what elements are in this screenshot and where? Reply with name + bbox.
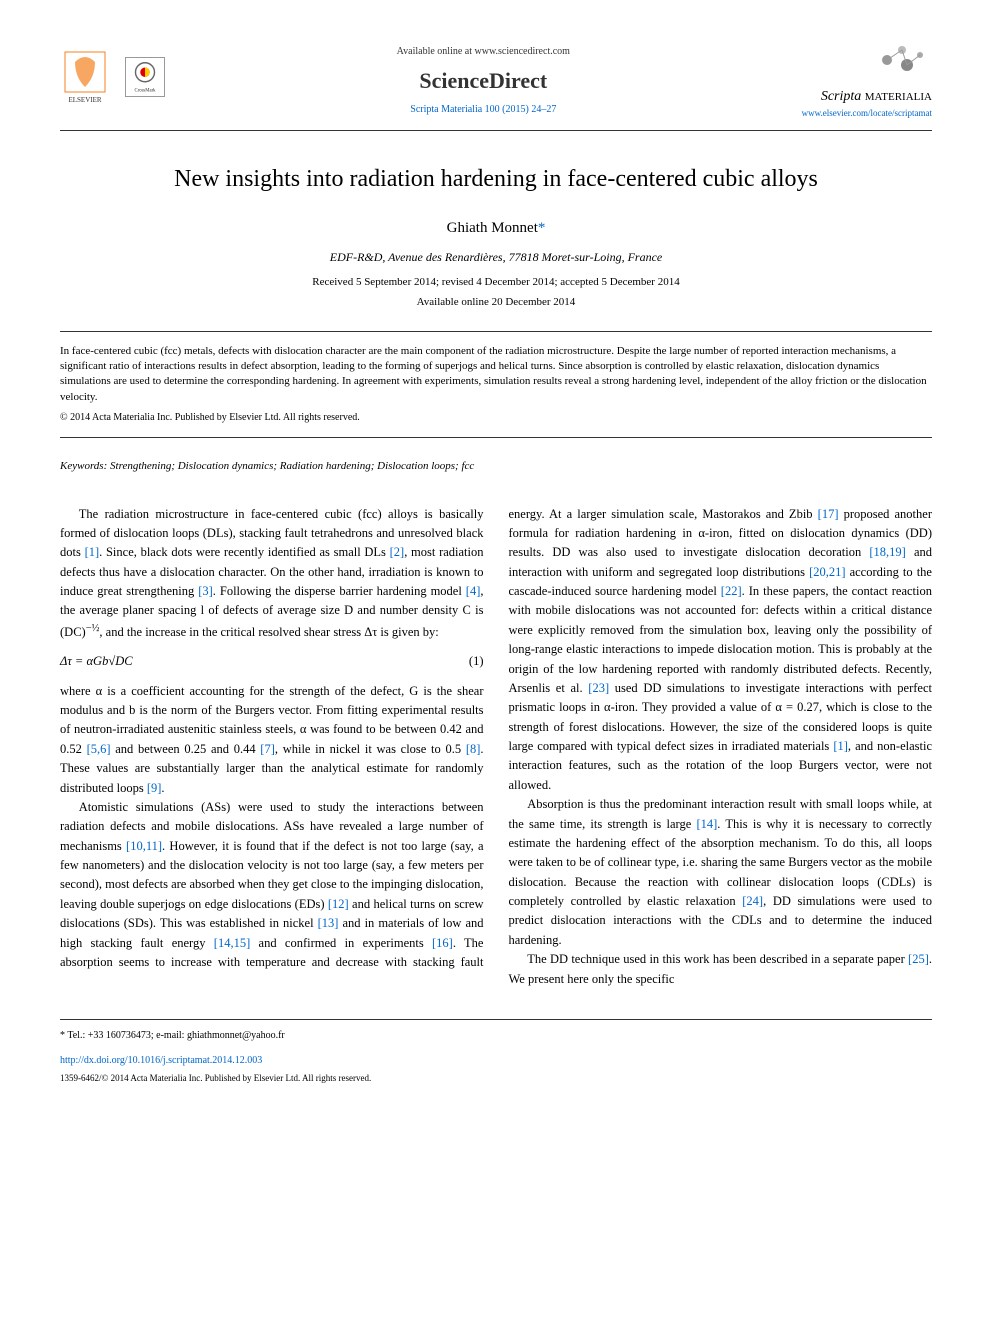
keywords-line: Keywords: Strengthening; Dislocation dyn… (60, 458, 932, 475)
ref-1b[interactable]: [1] (833, 739, 848, 753)
page-footer: * Tel.: +33 160736473; e-mail: ghiathmon… (60, 1019, 932, 1086)
sciencedirect-logo: ScienceDirect (165, 64, 802, 97)
equation-body: Δτ = αGb√DC (60, 652, 133, 671)
corresponding-footnote: * Tel.: +33 160736473; e-mail: ghiathmon… (60, 1028, 932, 1043)
abstract-block: In face-centered cubic (fcc) metals, def… (60, 331, 932, 439)
journal-name-part1: Scripta (821, 89, 861, 104)
corresponding-author-marker[interactable]: * (538, 220, 546, 236)
ref-9[interactable]: [9] (147, 781, 162, 795)
molecule-icon (872, 40, 932, 80)
abstract-copyright: © 2014 Acta Materialia Inc. Published by… (60, 411, 932, 425)
equation-number: (1) (469, 652, 484, 671)
ref-14-15[interactable]: [14,15] (214, 936, 250, 950)
article-body: The radiation microstructure in face-cen… (60, 505, 932, 989)
article-dates-2: Available online 20 December 2014 (60, 294, 932, 311)
header-right: Scripta MATERIALIA www.elsevier.com/loca… (802, 40, 932, 120)
journal-reference[interactable]: Scripta Materialia 100 (2015) 24–27 (165, 102, 802, 117)
ref-20-21[interactable]: [20,21] (809, 565, 845, 579)
ref-10-11[interactable]: [10,11] (126, 839, 162, 853)
ref-3[interactable]: [3] (198, 584, 213, 598)
available-online-text: Available online at www.sciencedirect.co… (165, 44, 802, 59)
paragraph-2: where α is a coefficient accounting for … (60, 682, 484, 798)
keywords-text: Strengthening; Dislocation dynamics; Rad… (110, 460, 474, 472)
ref-12[interactable]: [12] (328, 897, 349, 911)
ref-4[interactable]: [4] (466, 584, 481, 598)
ref-2[interactable]: [2] (390, 545, 405, 559)
ref-23[interactable]: [23] (588, 681, 609, 695)
affiliation: EDF-R&D, Avenue des Renardières, 77818 M… (60, 248, 932, 266)
journal-logo: Scripta MATERIALIA (802, 86, 932, 107)
header-left: ELSEVIER CrossMark (60, 47, 165, 113)
paragraph-5: Absorption is thus the predominant inter… (509, 795, 933, 950)
paragraph-6: The DD technique used in this work has b… (509, 950, 933, 989)
ref-5-6[interactable]: [5,6] (87, 742, 111, 756)
ref-13[interactable]: [13] (318, 916, 339, 930)
ref-18-19[interactable]: [18,19] (869, 545, 905, 559)
ref-24[interactable]: [24] (742, 894, 763, 908)
ref-22[interactable]: [22] (721, 584, 742, 598)
keywords-label: Keywords: (60, 460, 107, 472)
author-line: Ghiath Monnet* (60, 217, 932, 240)
svg-text:ELSEVIER: ELSEVIER (68, 96, 101, 104)
journal-header: ELSEVIER CrossMark Available online at w… (60, 40, 932, 131)
ref-8[interactable]: [8] (466, 742, 481, 756)
elsevier-logo: ELSEVIER (60, 47, 110, 113)
ref-16[interactable]: [16] (432, 936, 453, 950)
article-dates-1: Received 5 September 2014; revised 4 Dec… (60, 274, 932, 291)
issn-copyright: 1359-6462/© 2014 Acta Materialia Inc. Pu… (60, 1072, 932, 1086)
ref-1[interactable]: [1] (85, 545, 100, 559)
ref-25[interactable]: [25] (908, 952, 929, 966)
author-name: Ghiath Monnet (447, 220, 538, 236)
header-center: Available online at www.sciencedirect.co… (165, 44, 802, 117)
equation-1: Δτ = αGb√DC (1) (60, 652, 484, 671)
article-title: New insights into radiation hardening in… (60, 161, 932, 197)
ref-14b[interactable]: [14] (696, 817, 717, 831)
ref-17[interactable]: [17] (818, 507, 839, 521)
journal-name-part2: MATERIALIA (865, 91, 932, 103)
ref-7[interactable]: [7] (260, 742, 275, 756)
abstract-text: In face-centered cubic (fcc) metals, def… (60, 344, 932, 406)
crossmark-badge[interactable]: CrossMark (125, 57, 165, 103)
svg-text:CrossMark: CrossMark (134, 89, 156, 94)
paragraph-1: The radiation microstructure in face-cen… (60, 505, 484, 643)
doi-link[interactable]: http://dx.doi.org/10.1016/j.scriptamat.2… (60, 1053, 932, 1068)
journal-url[interactable]: www.elsevier.com/locate/scriptamat (802, 107, 932, 121)
